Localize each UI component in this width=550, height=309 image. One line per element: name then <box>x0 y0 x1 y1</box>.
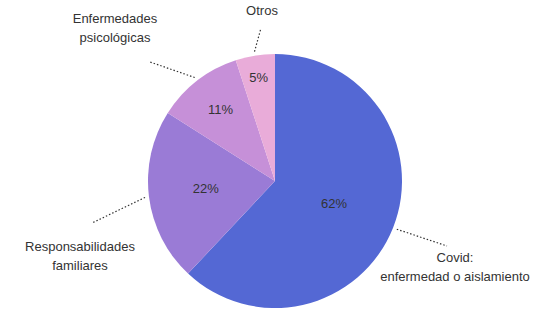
leader-line <box>92 197 145 223</box>
category-label-line: Otros <box>246 3 278 18</box>
category-label: Covid: enfermedad o aislamiento <box>380 250 530 284</box>
category-label-line: Responsabilidades <box>25 239 135 254</box>
chart-container: 62% 22% 11% 5% Covid: enfermedad o aislamient… <box>0 0 550 309</box>
category-label-line: psicológicas <box>80 30 151 45</box>
data-label: 5% <box>249 70 268 85</box>
category-labels: Covid: enfermedad o aislamiento Responsabi… <box>25 3 530 284</box>
pie-slice <box>236 54 275 181</box>
leader-line <box>255 28 261 52</box>
category-label-line: Enfermedades <box>73 11 158 26</box>
data-label: 62% <box>321 196 347 211</box>
category-label: Enfermedades psicológicas <box>73 11 158 45</box>
category-label-line: Covid: <box>437 250 474 265</box>
category-label-line: familiares <box>52 258 108 273</box>
category-label: Responsabilidades familiares <box>25 239 135 273</box>
category-label-line: enfermedad o aislamiento <box>380 269 530 284</box>
pie: 62% 22% 11% 5% <box>148 54 402 308</box>
leader-line <box>150 62 195 77</box>
chart: 62% 22% 11% 5% Covid: enfermedad o aislamient… <box>0 0 550 309</box>
data-label: 22% <box>193 181 219 196</box>
data-label: 11% <box>208 102 233 117</box>
category-label: Otros <box>246 3 278 18</box>
leader-line <box>397 229 447 246</box>
